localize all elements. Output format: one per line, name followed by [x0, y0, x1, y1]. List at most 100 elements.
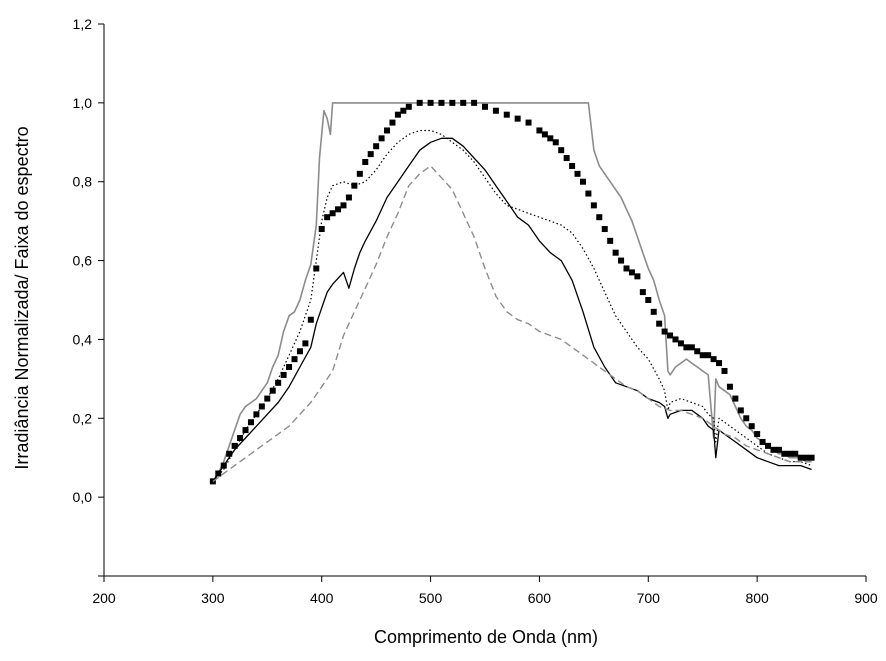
data-point-marker [302, 340, 309, 347]
data-point-marker [258, 403, 265, 410]
data-point-marker [803, 454, 810, 461]
data-point-marker [726, 383, 733, 390]
data-point-marker [547, 135, 554, 142]
data-point-marker [748, 423, 755, 430]
data-point-marker [661, 328, 668, 335]
data-point-marker [596, 214, 603, 221]
data-point-marker [808, 454, 815, 461]
y-axis-title: Irradiância Normalizada/ Faixa do espect… [12, 126, 32, 469]
data-point-marker [335, 206, 342, 213]
data-point-marker [405, 103, 412, 110]
data-point-marker [318, 226, 325, 233]
data-point-marker [291, 356, 298, 363]
data-point-marker [367, 151, 374, 158]
plot-area [209, 99, 815, 485]
data-point-marker [716, 360, 723, 367]
series-square-markers [209, 99, 815, 485]
data-point-marker [503, 111, 510, 118]
y-tick-label: 0,2 [73, 410, 93, 426]
data-point-marker [552, 139, 559, 146]
data-point-marker [569, 162, 576, 169]
data-point-marker [275, 379, 282, 386]
data-point-marker [699, 352, 706, 359]
y-tick-label: 1,0 [73, 95, 93, 111]
data-point-marker [563, 155, 570, 162]
x-ticks: 200 300 400 500 600 700 800 900 [92, 576, 878, 606]
data-point-marker [721, 367, 728, 374]
data-point-marker [781, 450, 788, 457]
data-point-marker [536, 127, 543, 134]
y-ticks: 0,0 0,2 0,4 0,6 0,8 1,0 1,2 [73, 16, 104, 577]
data-point-marker [628, 269, 635, 276]
data-point-marker [601, 226, 608, 233]
data-point-marker [264, 395, 271, 402]
data-point-marker [378, 135, 385, 142]
x-tick-label: 900 [854, 590, 878, 606]
x-axis-title: Comprimento de Onda (nm) [374, 627, 598, 647]
data-point-marker [585, 190, 592, 197]
data-point-marker [732, 395, 739, 402]
data-point-marker [645, 297, 652, 303]
data-point-marker [650, 308, 657, 315]
data-point-marker [269, 387, 276, 394]
data-point-marker [618, 257, 625, 264]
data-point-marker [449, 99, 456, 106]
data-point-marker [705, 352, 712, 359]
data-point-marker [797, 454, 804, 461]
data-point-marker [765, 442, 772, 449]
data-point-marker [389, 119, 396, 126]
data-point-marker [667, 332, 674, 339]
data-point-marker [394, 111, 401, 118]
y-tick-label: 1,2 [73, 16, 93, 32]
data-point-marker [231, 442, 238, 449]
x-tick-label: 800 [745, 590, 769, 606]
data-point-marker [373, 143, 380, 150]
series-line-solid-gray [212, 102, 812, 482]
data-point-marker [770, 446, 777, 453]
data-point-marker [737, 407, 744, 414]
data-point-marker [677, 340, 684, 347]
data-point-marker [743, 415, 750, 422]
data-point-marker [296, 348, 303, 355]
data-point-marker [514, 115, 521, 122]
data-point-marker [356, 170, 363, 177]
data-point-marker [775, 446, 782, 453]
data-point-marker [351, 182, 358, 189]
data-point-marker [579, 178, 586, 185]
x-tick-label: 600 [528, 590, 552, 606]
data-point-marker [237, 435, 244, 441]
data-point-marker [329, 210, 336, 217]
x-tick-label: 700 [637, 590, 661, 606]
data-point-marker [313, 265, 320, 272]
data-point-marker [541, 131, 548, 138]
data-point-marker [607, 237, 614, 244]
data-point-marker [558, 147, 565, 154]
data-point-marker [688, 344, 695, 351]
data-point-marker [427, 99, 434, 106]
data-point-marker [759, 438, 766, 445]
data-point-marker [400, 107, 407, 114]
data-point-marker [324, 214, 331, 221]
data-point-marker [590, 202, 597, 209]
x-tick-label: 300 [201, 590, 225, 606]
y-tick-label: 0,8 [73, 174, 93, 190]
data-point-marker [786, 450, 793, 457]
data-point-marker [471, 99, 478, 106]
x-tick-label: 500 [419, 590, 443, 606]
data-point-marker [672, 336, 679, 343]
data-point-marker [482, 103, 488, 110]
data-point-marker [710, 356, 717, 363]
data-point-marker [416, 99, 423, 106]
data-point-marker [525, 119, 532, 126]
y-tick-label: 0,0 [73, 489, 93, 505]
data-point-marker [340, 202, 347, 209]
data-point-marker [754, 431, 761, 438]
y-tick-label: 0,6 [73, 253, 93, 269]
data-point-marker [683, 344, 690, 351]
data-point-marker [362, 159, 369, 165]
data-point-marker [438, 99, 445, 106]
series-line-solid-black [212, 137, 812, 482]
x-tick-label: 200 [92, 590, 116, 606]
data-point-marker [247, 419, 254, 426]
